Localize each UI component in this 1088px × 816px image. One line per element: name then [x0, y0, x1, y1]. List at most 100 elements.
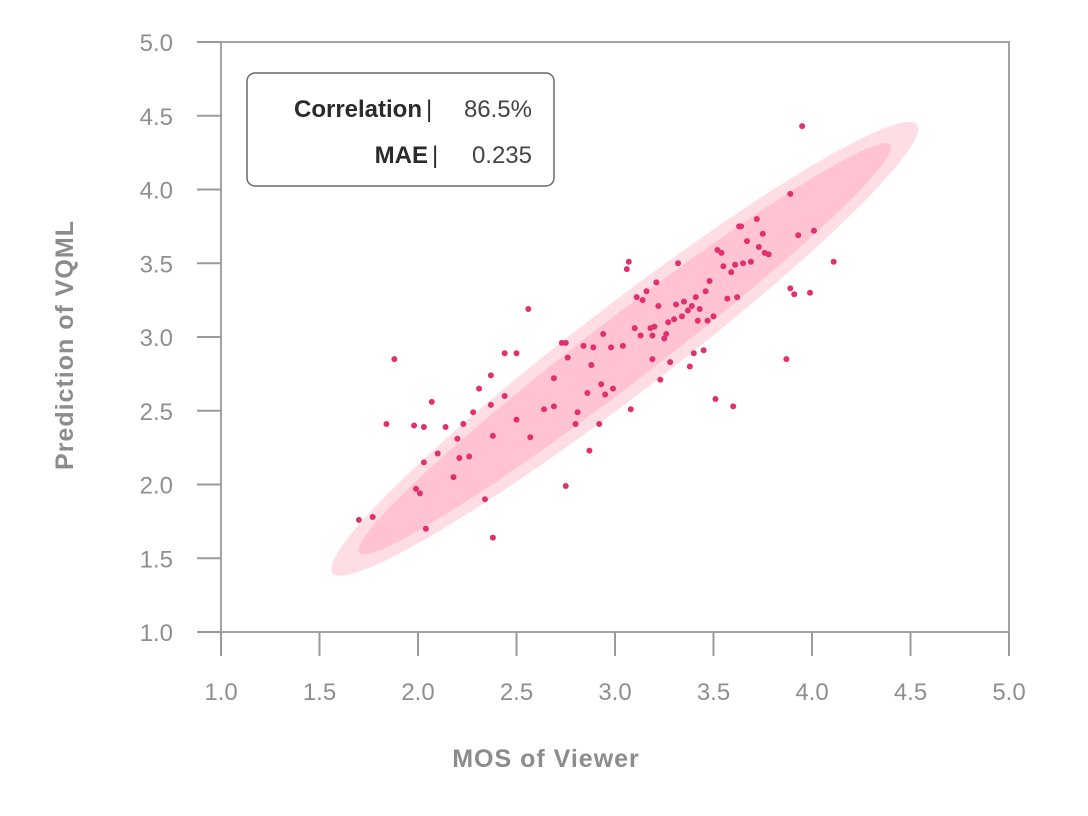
- x-tick-label: 1.0: [204, 679, 237, 706]
- data-point: [655, 303, 662, 310]
- data-point: [671, 316, 678, 323]
- data-point: [420, 423, 427, 430]
- data-point: [728, 269, 735, 276]
- data-point: [550, 403, 557, 410]
- data-point: [527, 434, 534, 441]
- x-tick-label: 4.0: [795, 679, 828, 706]
- data-point: [525, 305, 532, 312]
- y-tick-label: 4.5: [140, 104, 173, 131]
- data-point: [688, 303, 695, 310]
- data-point: [665, 319, 672, 326]
- data-point: [700, 347, 707, 354]
- mae-value: 0.235: [472, 142, 532, 169]
- correlation-separator: |: [426, 96, 432, 123]
- data-point: [799, 123, 806, 130]
- data-point: [720, 263, 727, 270]
- data-point: [686, 363, 693, 370]
- data-point: [623, 266, 630, 273]
- data-point: [541, 406, 548, 413]
- x-tick-label: 2.0: [401, 679, 434, 706]
- data-point: [684, 307, 691, 314]
- data-point: [460, 421, 467, 428]
- data-point: [653, 279, 660, 286]
- data-point: [755, 244, 762, 251]
- data-point: [588, 362, 595, 369]
- data-point: [651, 323, 658, 330]
- data-point: [663, 331, 670, 338]
- data-point: [810, 227, 817, 234]
- data-point: [747, 258, 754, 265]
- data-point: [649, 356, 656, 363]
- data-point: [732, 261, 739, 268]
- data-point: [675, 260, 682, 267]
- y-tick-label: 3.0: [140, 325, 173, 352]
- data-point: [637, 332, 644, 339]
- data-point: [627, 406, 634, 413]
- data-point: [791, 291, 798, 298]
- data-point: [470, 409, 477, 416]
- data-point: [450, 474, 457, 481]
- x-axis-title: MOS of Viewer: [452, 745, 640, 773]
- stats-box: Correlation | 86.5% MAE | 0.235: [246, 72, 555, 187]
- data-point: [600, 331, 607, 338]
- data-point: [602, 391, 609, 398]
- data-point: [696, 305, 703, 312]
- y-tick-label: 2.5: [140, 399, 173, 426]
- data-point: [787, 285, 794, 292]
- inner-ellipse: [358, 143, 892, 555]
- data-point: [562, 482, 569, 489]
- data-point: [702, 288, 709, 295]
- data-point: [590, 344, 597, 351]
- data-point: [413, 485, 420, 492]
- data-point: [619, 342, 626, 349]
- data-point: [740, 260, 747, 267]
- data-point: [795, 232, 802, 239]
- y-tick-label: 1.0: [140, 620, 173, 647]
- data-point: [610, 385, 617, 392]
- y-tick-label: 1.5: [140, 546, 173, 573]
- data-point: [657, 376, 664, 383]
- data-point: [765, 251, 772, 258]
- data-point: [420, 459, 427, 466]
- data-point: [598, 381, 605, 388]
- data-point: [454, 435, 461, 442]
- data-point: [673, 301, 680, 308]
- data-point: [738, 223, 745, 230]
- data-point: [481, 496, 488, 503]
- data-point: [667, 359, 674, 366]
- data-point: [734, 294, 741, 301]
- data-point: [706, 277, 713, 284]
- mae-separator: |: [432, 142, 438, 169]
- correlation-label: Correlation: [294, 96, 422, 123]
- data-point: [710, 313, 717, 320]
- data-point: [680, 298, 687, 305]
- data-point: [501, 350, 508, 357]
- data-point: [724, 295, 731, 302]
- data-point: [704, 317, 711, 324]
- y-axis-title: Prediction of VQML: [51, 220, 79, 470]
- x-tick-label: 4.5: [894, 679, 927, 706]
- data-point: [487, 401, 494, 408]
- data-point: [649, 332, 656, 339]
- data-point: [625, 258, 632, 265]
- data-point: [692, 294, 699, 301]
- data-point: [830, 258, 837, 265]
- data-point: [489, 534, 496, 541]
- y-tick-label: 2.0: [140, 473, 173, 500]
- data-point: [580, 342, 587, 349]
- scatter-points: [355, 123, 837, 541]
- data-point: [428, 398, 435, 405]
- data-point: [550, 375, 557, 382]
- data-point: [476, 385, 483, 392]
- data-point: [633, 294, 640, 301]
- y-tick-label: 4.0: [140, 178, 173, 205]
- mae-label: MAE: [375, 142, 428, 169]
- x-tick-label: 3.0: [598, 679, 631, 706]
- data-point: [596, 421, 603, 428]
- data-point: [718, 249, 725, 256]
- data-point: [586, 447, 593, 454]
- data-point: [608, 344, 615, 351]
- correlation-value: 86.5%: [464, 96, 532, 123]
- data-point: [574, 409, 581, 416]
